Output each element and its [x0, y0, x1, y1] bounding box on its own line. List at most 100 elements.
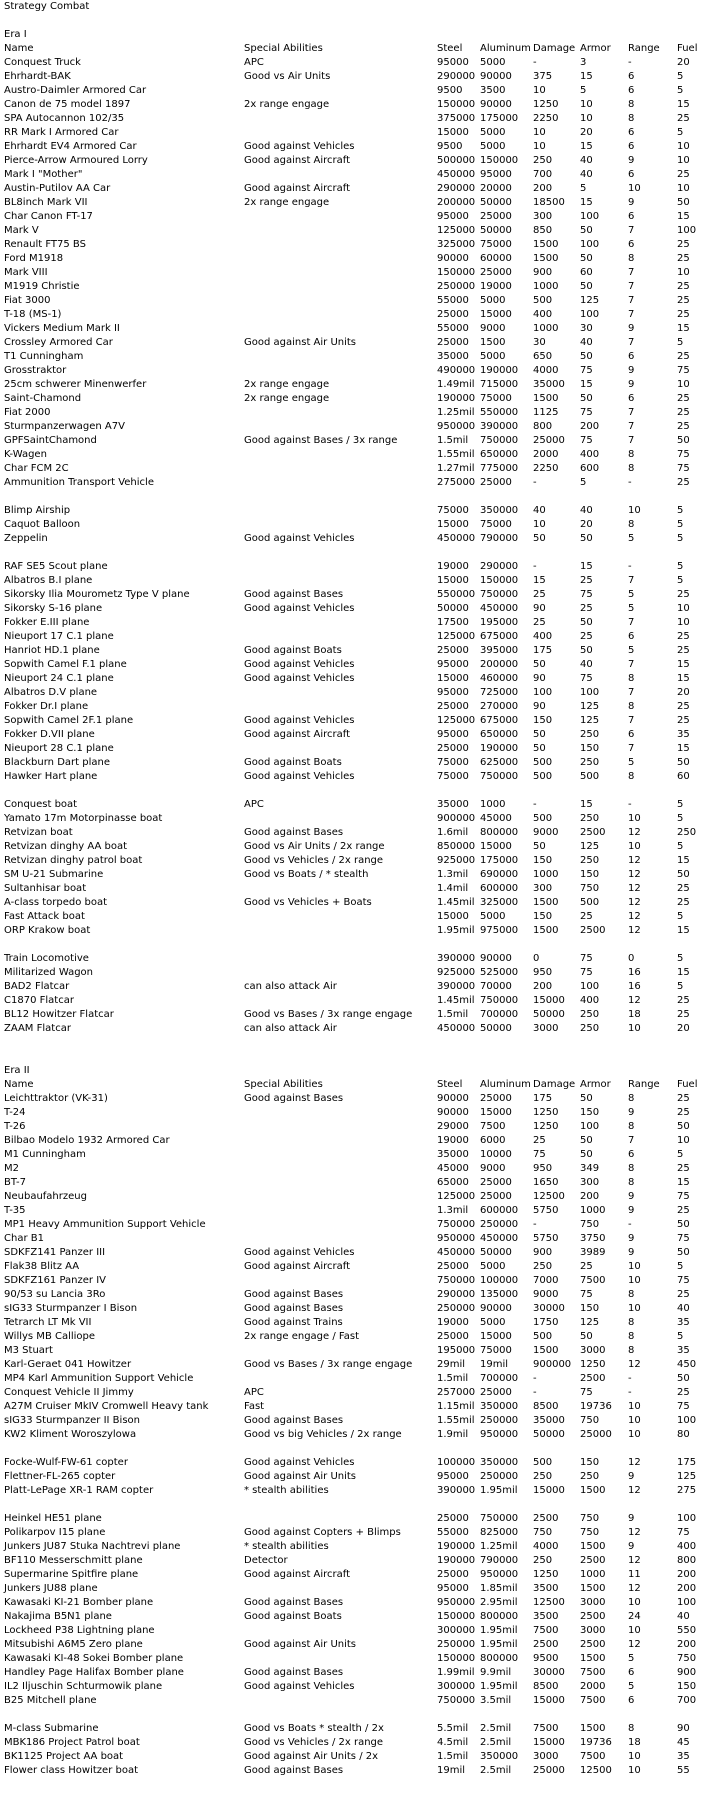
range-cell: 10	[628, 1597, 641, 1608]
table-row: A-class torpedo boat Good vs Vehicles + B…	[0, 896, 723, 910]
armor-cell: 15	[580, 799, 593, 810]
steel-cell: 450000	[437, 533, 476, 544]
fuel-cell: 750	[677, 1653, 697, 1664]
damage-cell: 300	[533, 211, 553, 222]
damage-cell: 5750	[533, 1233, 559, 1244]
fuel-cell: 50	[677, 869, 690, 880]
range-cell: 6	[628, 351, 635, 362]
steel-cell: 125000	[437, 631, 476, 642]
unit-name-cell: M1919 Christie	[4, 281, 80, 292]
table-row: Willys MB Calliope 2x range engage / Fast…	[0, 1330, 723, 1344]
armor-cell: 1000	[580, 1205, 606, 1216]
special-abilities-cell: Good vs Air Units	[244, 71, 331, 82]
range-cell: 7	[628, 1135, 635, 1146]
range-cell: 10	[628, 1401, 641, 1412]
armor-cell: 50	[580, 351, 593, 362]
table-row: Bilbao Modelo 1932 Armored Car 19000 6000 2…	[0, 1134, 723, 1148]
unit-name-cell: SDKFZ141 Panzer III	[4, 1247, 106, 1258]
armor-cell: 1500	[580, 1723, 606, 1734]
unit-name-cell: Albatros D.V plane	[4, 687, 98, 698]
fuel-cell: 75	[677, 449, 690, 460]
range-cell: 18	[628, 1009, 641, 1020]
damage-cell: 1000	[533, 869, 559, 880]
armor-cell: 2500	[580, 1611, 606, 1622]
table-row: Char B1 950000 450000 5750 3750 9 75	[0, 1232, 723, 1246]
unit-name-cell: Albatros B.I plane	[4, 575, 93, 586]
aluminum-cell: 2.5mil	[480, 1723, 512, 1734]
fuel-cell: 75	[677, 1191, 690, 1202]
range-cell: 5	[628, 1653, 635, 1664]
aluminum-cell: 650000	[480, 449, 519, 460]
table-row: Ehrhardt EV4 Armored Car Good against Veh…	[0, 140, 723, 154]
steel-cell: 35000	[437, 799, 469, 810]
steel-cell: 15000	[437, 575, 469, 586]
unit-name-cell: ZAAM Flatcar	[4, 1023, 71, 1034]
steel-cell: 29000	[437, 1121, 469, 1132]
range-cell: 6	[628, 169, 635, 180]
unit-name-cell: A-class torpedo boat	[4, 897, 108, 908]
unit-name-cell: Sikorsky Ilia Mourometz Type V plane	[4, 589, 190, 600]
steel-cell: 15000	[437, 127, 469, 138]
range-cell: 12	[628, 1485, 641, 1496]
armor-cell: 200	[580, 1191, 600, 1202]
table-row: Crossley Armored Car Good against Air Uni…	[0, 336, 723, 350]
range-cell: 12	[628, 869, 641, 880]
damage-cell: 1750	[533, 1317, 559, 1328]
table-row: Blackburn Dart plane Good against Boats 75…	[0, 756, 723, 770]
range-cell: 12	[628, 1527, 641, 1538]
range-cell: 8	[628, 771, 635, 782]
range-cell: 8	[628, 113, 635, 124]
fuel-cell: 75	[677, 1401, 690, 1412]
armor-cell: 75	[580, 1289, 593, 1300]
steel-cell: 850000	[437, 841, 476, 852]
fuel-cell: 100	[677, 1415, 697, 1426]
unit-name-cell: Nieuport 24 C.1 plane	[4, 673, 114, 684]
steel-cell: 25000	[437, 645, 469, 656]
aluminum-cell: 1.95mil	[480, 1625, 518, 1636]
column-header: Special Abilities	[244, 43, 323, 54]
fuel-cell: 40	[677, 1303, 690, 1314]
table-row: Mitsubishi A6M5 Zero plane Good against A…	[0, 1638, 723, 1652]
aluminum-cell: 90000	[480, 71, 512, 82]
table-row: Focke-Wulf-FW-61 copter Good against Vehi…	[0, 1456, 723, 1470]
aluminum-cell: 750000	[480, 589, 519, 600]
fuel-cell: 25	[677, 295, 690, 306]
range-cell: -	[628, 799, 632, 810]
steel-cell: 95000	[437, 729, 469, 740]
aluminum-cell: 15000	[480, 841, 512, 852]
aluminum-cell: 270000	[480, 701, 519, 712]
aluminum-cell: 190000	[480, 365, 519, 376]
damage-cell: 1500	[533, 253, 559, 264]
range-cell: 8	[628, 449, 635, 460]
column-header: Special Abilities	[244, 1079, 323, 1090]
damage-cell: 1500	[533, 897, 559, 908]
damage-cell: 900	[533, 267, 553, 278]
special-abilities-cell: Good against Vehicles	[244, 659, 355, 670]
fuel-cell: 75	[677, 1527, 690, 1538]
aluminum-cell: 250000	[480, 1415, 519, 1426]
unit-name-cell: Nieuport 28 C.1 plane	[4, 743, 114, 754]
aluminum-cell: 600000	[480, 883, 519, 894]
armor-cell: 25000	[580, 1429, 612, 1440]
armor-cell: 125	[580, 1317, 600, 1328]
damage-cell: 1500	[533, 393, 559, 404]
table-row: T-24 90000 15000 1250 150 9 25	[0, 1106, 723, 1120]
fuel-cell: 15	[677, 925, 690, 936]
steel-cell: 55000	[437, 295, 469, 306]
aluminum-cell: 250000	[480, 1219, 519, 1230]
armor-cell: 10	[580, 99, 593, 110]
aluminum-cell: 20000	[480, 183, 512, 194]
range-cell: 8	[628, 463, 635, 474]
range-cell: 7	[628, 337, 635, 348]
damage-cell: 3000	[533, 1023, 559, 1034]
steel-cell: 750000	[437, 1695, 476, 1706]
damage-cell: 10	[533, 85, 546, 96]
damage-cell: 500	[533, 1331, 553, 1342]
damage-cell: 7500	[533, 1625, 559, 1636]
range-cell: 6	[628, 127, 635, 138]
unit-name-cell: MP4 Karl Ammunition Support Vehicle	[4, 1373, 194, 1384]
unit-name-cell: Flower class Howitzer boat	[4, 1765, 138, 1776]
fuel-cell: 900	[677, 1667, 697, 1678]
armor-cell: 300	[580, 1177, 600, 1188]
steel-cell: 9500	[437, 141, 463, 152]
